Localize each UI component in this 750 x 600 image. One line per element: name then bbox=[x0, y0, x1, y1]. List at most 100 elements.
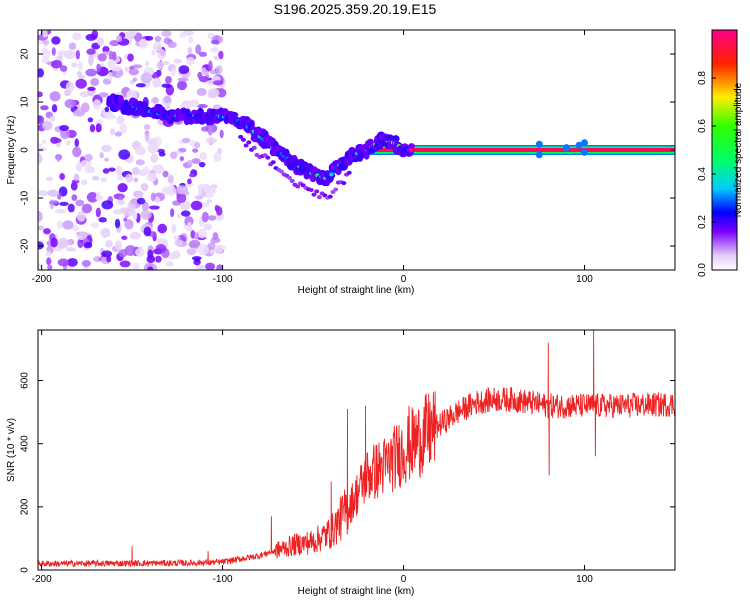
noise-blob bbox=[87, 117, 94, 123]
ridge-echo bbox=[289, 179, 295, 184]
noise-blob bbox=[41, 57, 50, 64]
noise-blob bbox=[135, 159, 145, 166]
noise-blob bbox=[154, 35, 162, 43]
noise-blob bbox=[64, 89, 72, 97]
noise-blob bbox=[116, 115, 125, 125]
ridge-echo bbox=[238, 134, 244, 139]
spectrogram-marks bbox=[38, 30, 675, 270]
tone-spot bbox=[562, 144, 570, 152]
noise-blob bbox=[187, 221, 192, 231]
ridge-echo bbox=[311, 192, 317, 197]
noise-blob bbox=[93, 256, 102, 263]
noise-blob bbox=[167, 174, 174, 184]
colorbar bbox=[711, 29, 738, 271]
noise-blob bbox=[48, 200, 60, 205]
snr-panel: -200 -100 0 100 0 200 400 600 Height of straigh… bbox=[6, 329, 676, 597]
noise-blob bbox=[81, 259, 91, 267]
steady-tone-core bbox=[358, 148, 675, 152]
spectrogram-ytick-label: -10 bbox=[20, 190, 31, 205]
noise-blob bbox=[62, 220, 74, 230]
noise-blob bbox=[84, 153, 93, 162]
ridge-echo bbox=[341, 181, 347, 186]
tone-spot bbox=[535, 151, 543, 159]
noise-blob bbox=[150, 153, 159, 164]
noise-blob bbox=[133, 190, 144, 198]
noise-blob bbox=[188, 36, 194, 44]
noise-blob bbox=[72, 146, 82, 158]
noise-blob bbox=[205, 137, 218, 144]
noise-blob bbox=[57, 238, 69, 249]
noise-blob bbox=[40, 105, 49, 111]
noise-blob bbox=[71, 225, 80, 232]
noise-blob bbox=[81, 179, 88, 186]
noise-blob bbox=[106, 255, 112, 263]
tone-spot bbox=[581, 148, 589, 156]
noise-blob bbox=[133, 177, 139, 183]
noise-blob bbox=[121, 235, 128, 241]
noise-blob bbox=[38, 154, 43, 164]
noise-blob bbox=[191, 158, 201, 164]
noise-blob bbox=[110, 128, 115, 136]
noise-blob bbox=[173, 235, 180, 240]
ridge-echo bbox=[270, 160, 276, 165]
noise-blob bbox=[146, 255, 156, 264]
noise-blob bbox=[150, 192, 156, 202]
noise-blob bbox=[125, 173, 134, 183]
noise-blob bbox=[170, 208, 175, 218]
noise-blob bbox=[145, 60, 150, 67]
noise-blob bbox=[135, 146, 146, 156]
noise-blob bbox=[186, 248, 196, 256]
spectrogram-xlabel: Height of straight line (km) bbox=[298, 285, 415, 296]
noise-blob bbox=[118, 149, 131, 160]
noise-blob bbox=[115, 199, 126, 206]
noise-blob bbox=[80, 159, 92, 168]
snr-xtick-label: -200 bbox=[32, 574, 52, 585]
noise-blob bbox=[105, 239, 113, 248]
noise-blob bbox=[124, 245, 137, 256]
noise-blob bbox=[180, 200, 191, 211]
noise-blob bbox=[91, 30, 99, 40]
noise-blob bbox=[186, 57, 195, 65]
noise-blob bbox=[43, 228, 51, 235]
noise-blob bbox=[107, 59, 116, 69]
noise-blob bbox=[92, 99, 102, 110]
colorbar-tick-label: 0.0 bbox=[697, 263, 708, 277]
noise-blob bbox=[197, 244, 209, 255]
noise-blob bbox=[143, 226, 152, 237]
noise-blob bbox=[194, 232, 200, 240]
noise-blob bbox=[72, 110, 85, 117]
spectrogram-xtick-label: 100 bbox=[576, 274, 593, 285]
noise-blob bbox=[161, 83, 172, 88]
noise-blob bbox=[186, 159, 193, 166]
noise-blob bbox=[176, 193, 187, 203]
noise-blob bbox=[214, 204, 220, 212]
noise-blob bbox=[179, 32, 186, 39]
noise-blob bbox=[114, 209, 122, 215]
noise-blob bbox=[99, 152, 104, 159]
noise-blob bbox=[65, 247, 77, 252]
noise-blob bbox=[57, 258, 70, 267]
noise-blob bbox=[147, 266, 154, 270]
noise-blob bbox=[71, 194, 78, 201]
noise-blob bbox=[146, 173, 158, 182]
noise-blob bbox=[190, 200, 203, 211]
noise-blob bbox=[116, 175, 124, 181]
noise-blob bbox=[108, 167, 116, 172]
noise-blob bbox=[60, 128, 70, 140]
noise-blob bbox=[46, 257, 52, 266]
noise-blob bbox=[128, 68, 139, 76]
noise-blob bbox=[38, 68, 45, 78]
noise-blob bbox=[171, 250, 181, 259]
noise-blob bbox=[155, 244, 167, 253]
noise-blob bbox=[216, 264, 224, 270]
noise-blob bbox=[153, 41, 163, 52]
noise-blob bbox=[198, 161, 206, 168]
noise-blob bbox=[179, 103, 188, 110]
noise-blob bbox=[177, 80, 188, 91]
tone-spot bbox=[535, 140, 543, 148]
colorbar-label: Normalized spectral amplitude bbox=[733, 82, 744, 217]
ridge-echo bbox=[243, 143, 249, 148]
noise-blob bbox=[72, 32, 82, 41]
noise-blob bbox=[162, 170, 169, 178]
